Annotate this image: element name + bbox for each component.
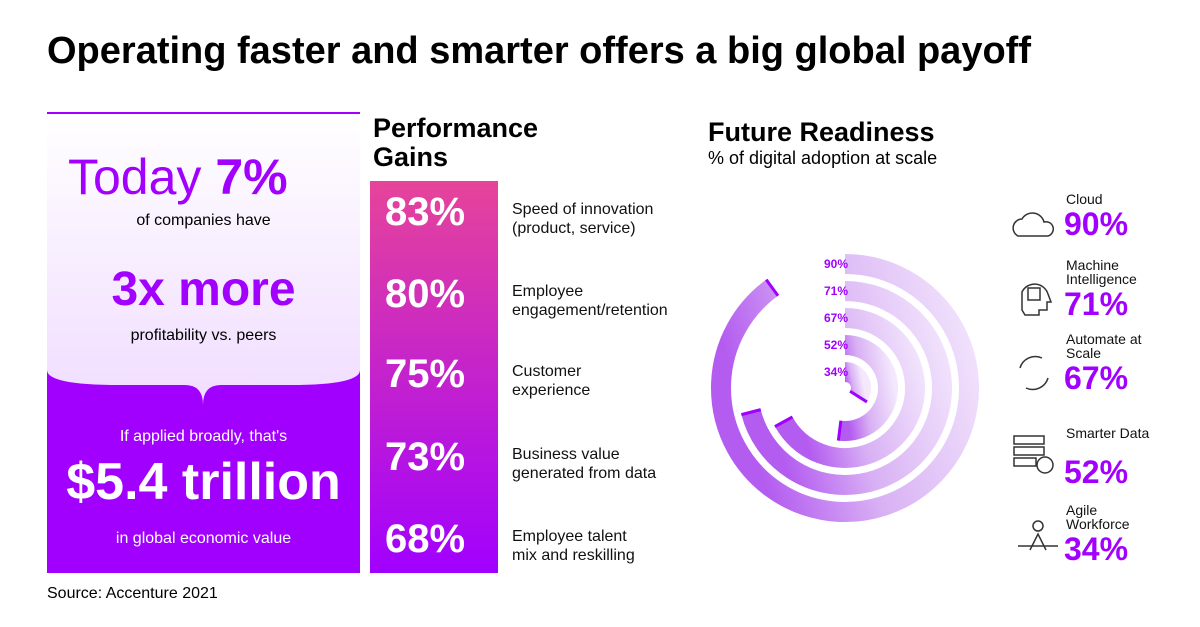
category-value: 90%	[1064, 206, 1129, 242]
gain-label: engagement/retention	[512, 302, 668, 319]
text-line: profitability vs. peers	[130, 327, 277, 344]
bar-end	[740, 408, 762, 417]
gain-label: Customer	[512, 363, 582, 380]
left-panel-bottom	[47, 370, 360, 573]
gains-title: Performance Gains	[373, 113, 539, 172]
headline-prefix: Today	[68, 149, 202, 205]
gain-value: 83%	[385, 190, 466, 234]
text-line: If applied broadly, that's	[119, 428, 288, 445]
headline-value: 7%	[215, 149, 288, 205]
chart-subtitle: % of digital adoption at scale	[708, 148, 938, 168]
category-value: 71%	[1064, 286, 1129, 322]
category-label: Automate at Scale	[1066, 331, 1142, 361]
ring-label: 71%	[824, 284, 848, 298]
radial-bar	[774, 308, 925, 468]
page-title: Operating faster and smarter offers a bi…	[47, 30, 1031, 72]
text-line: of companies have	[136, 212, 271, 229]
category-label: Smarter Data	[1066, 425, 1150, 441]
text-line: in global economic value	[115, 530, 292, 547]
category-label: Cloud	[1066, 191, 1103, 207]
ring-label: 52%	[824, 338, 848, 352]
gain-value: 68%	[385, 517, 466, 561]
ring-label: 34%	[824, 365, 848, 379]
category-value: 67%	[1064, 360, 1129, 396]
gain-label: Speed of innovation	[512, 201, 654, 218]
gain-label: Employee	[512, 283, 584, 300]
gain-label: mix and reskilling	[512, 547, 635, 564]
headline: Today 7%	[68, 148, 288, 206]
category-label: Agile Workforce	[1066, 502, 1130, 532]
chart-title: Future Readiness	[708, 117, 935, 147]
radial-bar	[838, 335, 898, 441]
ring-label: 90%	[824, 257, 848, 271]
gains-block	[370, 181, 498, 573]
category-value: 52%	[1064, 454, 1129, 490]
big-value: $5.4 trillion	[66, 453, 341, 511]
gain-value: 75%	[385, 352, 466, 396]
category-label: Machine Intelligence	[1066, 257, 1137, 287]
icons	[1012, 212, 1058, 551]
gain-label: experience	[512, 382, 591, 399]
gain-label: generated from data	[512, 465, 657, 482]
ring-label: 67%	[824, 311, 848, 325]
radial-bar	[711, 254, 979, 522]
gain-label: Employee talent	[512, 528, 627, 545]
category-value: 34%	[1064, 531, 1129, 567]
radial-bar	[741, 281, 952, 495]
gain-value: 80%	[385, 272, 466, 316]
gain-label: Business value	[512, 446, 620, 463]
bar-end	[765, 278, 780, 297]
radial-bar	[844, 362, 871, 402]
bar-end	[836, 420, 843, 441]
bar-end	[774, 415, 794, 428]
highlight: 3x more	[111, 263, 296, 316]
gain-value: 73%	[385, 435, 466, 479]
gain-label: (product, service)	[512, 220, 636, 237]
bar-end	[849, 389, 868, 404]
source: Source: Accenture 2021	[47, 585, 218, 602]
